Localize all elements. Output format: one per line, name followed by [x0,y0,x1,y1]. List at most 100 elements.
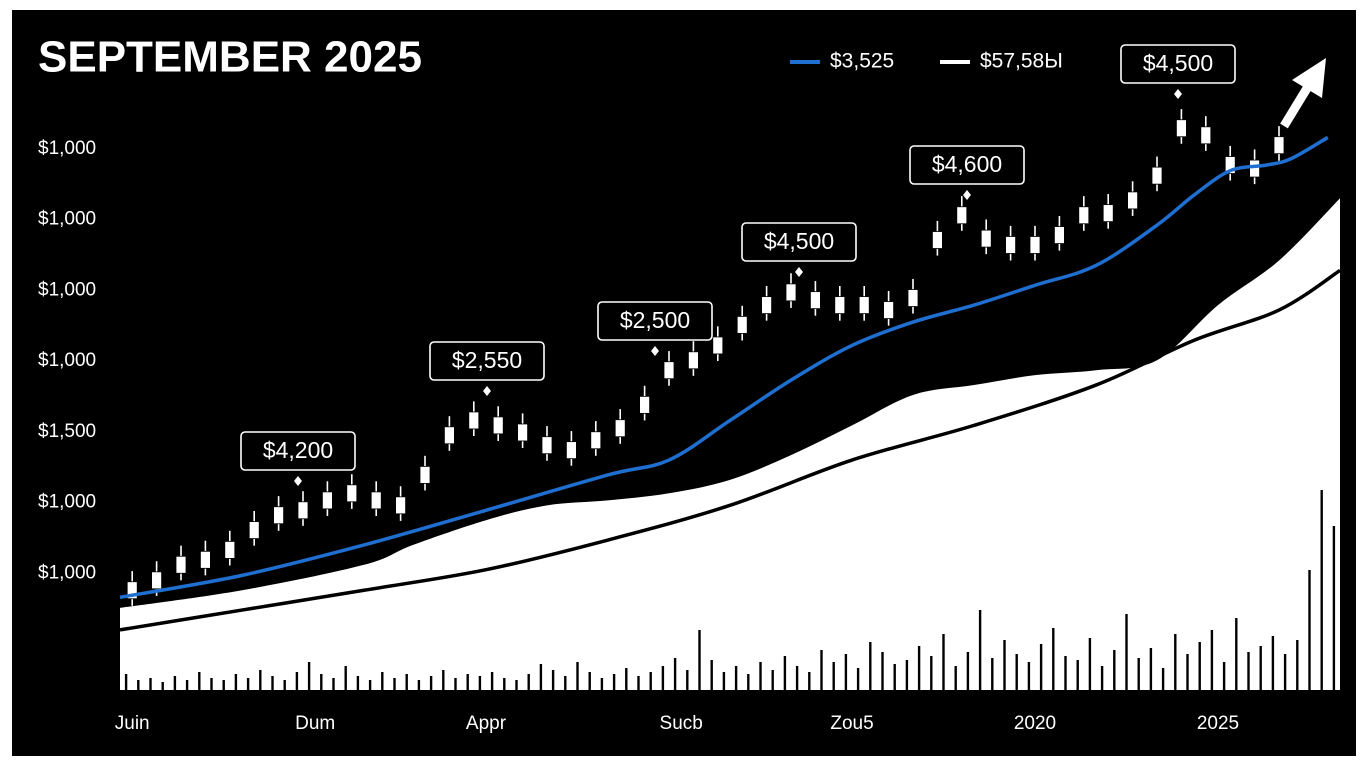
volume-bar [1039,644,1043,690]
annotation-marker [795,267,803,277]
candle-body [1054,226,1065,244]
volume-bar [1186,654,1189,690]
volume-bar [332,678,335,690]
annotation-box [1120,44,1236,84]
volume-bar [576,662,579,690]
candle-body [1176,119,1187,138]
volume-bar [1198,642,1201,690]
candle-body [1273,136,1285,155]
volume-bar [832,662,835,690]
x-tick-label: Sucb [660,713,703,734]
annotation-box [429,341,545,381]
candle-body [761,296,772,315]
y-tick-label: $1,000 [38,562,96,583]
candle-body [541,436,553,455]
candle-body [346,484,358,503]
x-tick-label: 2025 [1197,713,1239,734]
plot-area: $1,000 $1,000 $1,500 $1,000 $1,000 $1,000 $1,0… [38,44,1341,734]
candle-body [1249,159,1260,178]
candle-body [932,231,943,249]
y-tick-label: $1,000 [38,209,96,230]
volume-bar [1149,648,1153,690]
candle-body [370,491,382,510]
candle-body [297,501,309,520]
volume-bar [271,676,274,690]
volume-bar [307,662,311,690]
volume-bar [368,680,372,690]
candle-body [395,496,407,515]
volume-bar [930,656,933,690]
annotation-label: $4,200 [263,437,333,463]
area-band [120,198,1340,690]
volume-bar [1320,490,1323,690]
volume-bar [966,652,970,690]
candle-body [858,296,870,315]
volume-bar [1259,646,1262,690]
volume-bar [356,676,360,690]
annotation-box [240,431,356,471]
volume-bar [722,672,726,690]
candle-body [273,506,285,525]
candle-body [566,441,577,460]
volume-bar [625,668,628,690]
volume-bar [1271,636,1275,690]
volume-bar [1235,618,1238,690]
x-tick-label: 2020 [1014,713,1056,734]
candle-body [1200,126,1212,145]
candle-body [199,550,211,569]
volume-bar [417,680,421,690]
volume-bar [1052,628,1055,690]
annotation-marker [1174,89,1182,99]
volume-bar [734,666,738,690]
annotation-marker [963,190,971,200]
annotation-box [909,145,1025,185]
chart-title: SEPTEMBER 2025 [38,33,422,82]
candle-body [980,229,992,248]
candle-body [443,426,455,445]
volume-bar [1088,638,1092,690]
volume-bar [1015,654,1018,690]
volume-bar [942,634,945,690]
volume-bar [1076,660,1079,690]
volume-bar [649,672,652,690]
legend-label: $3,525 [830,50,894,73]
x-tick-label: Juin [115,713,150,734]
candle-body [175,555,187,574]
candle-body [810,291,821,310]
candle-body [1224,156,1236,174]
y-tick-label: $1,500 [38,421,96,442]
volume-bar [161,682,164,690]
candle-body [639,395,650,414]
volume-bar [686,670,689,690]
volume-bar [588,672,591,690]
candle-body [517,423,528,442]
candle-body [663,361,675,380]
candle-body [956,206,968,225]
trend-arrow [1280,58,1326,129]
volume-bar [1332,526,1336,690]
volume-bar [637,676,640,690]
volume-bar [442,670,445,690]
volume-bar [1283,654,1287,690]
volume-bar [710,660,713,690]
volume-bar [820,650,823,690]
y-tick-label: $1,000 [38,492,96,513]
volume-bar [1113,650,1116,690]
candle-body [321,491,333,510]
candle-body [248,521,260,539]
volume-bar [527,674,530,690]
volume-bar [881,652,884,690]
volume-bar [1296,640,1299,690]
volume-bar [124,674,128,690]
volume-bar [869,642,872,690]
volume-bar [1137,658,1140,690]
volume-bar [1210,630,1214,690]
annotation-label: $4,500 [764,228,834,254]
candle-body [151,571,163,590]
volume-bar [503,678,506,690]
candle-body [883,301,894,319]
annotation-box [597,301,713,341]
volume-bar [490,672,494,690]
volume-bar [747,674,750,690]
